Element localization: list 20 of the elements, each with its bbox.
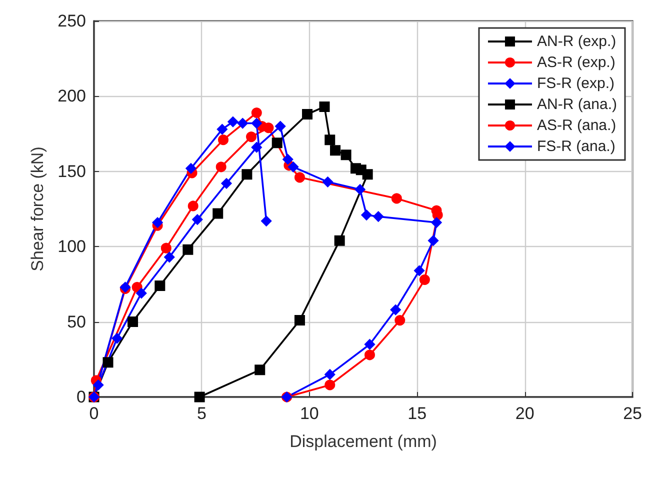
y-tick-label: 250: [58, 12, 86, 30]
legend-label: AS-R (exp.): [536, 54, 616, 71]
x-axis-title: Displacement (mm): [290, 432, 437, 451]
legend-label: AN-R (exp.): [536, 33, 616, 50]
x-tick-label: 0: [89, 404, 99, 423]
legend-label: AN-R (ana.): [536, 96, 618, 113]
legend-label: AS-R (ana.): [536, 117, 616, 134]
y-tick-label: 50: [67, 312, 86, 332]
x-tick-label: 20: [515, 404, 534, 423]
x-tick-label: 10: [300, 404, 319, 423]
legend-label: FS-R (ana.): [536, 138, 616, 155]
y-axis-title: Shear force (kN): [28, 146, 47, 272]
x-tick-label: 15: [408, 404, 427, 423]
y-tick-label: 0: [76, 388, 86, 406]
x-tick-label: 25: [623, 404, 642, 423]
legend-label: FS-R (exp.): [536, 75, 614, 92]
y-tick-label: 100: [58, 237, 86, 256]
y-tick-label: 150: [58, 162, 86, 181]
x-tick-label: 5: [196, 404, 206, 423]
y-tick-label: 200: [58, 86, 86, 106]
